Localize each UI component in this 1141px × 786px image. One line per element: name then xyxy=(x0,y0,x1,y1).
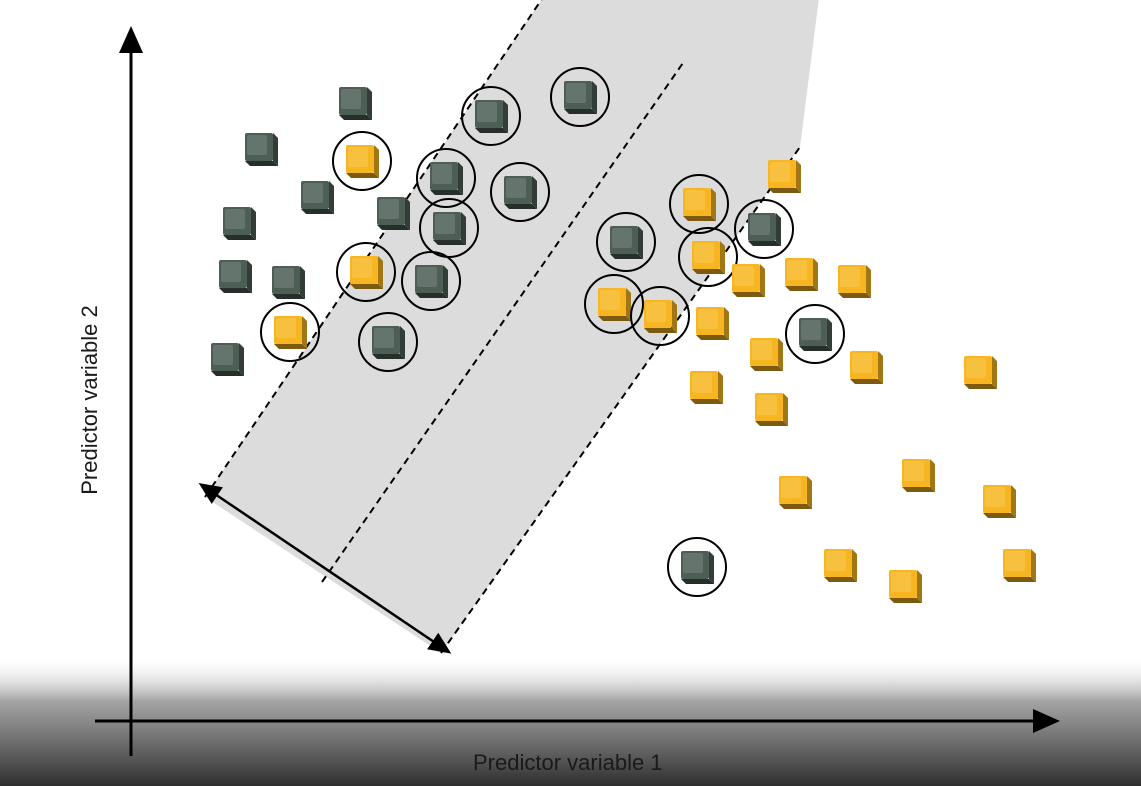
yellow-cube-icon xyxy=(692,241,725,274)
yellow-cube-icon xyxy=(683,188,716,221)
support-vector-circle xyxy=(332,131,392,191)
dark-green-cube-icon xyxy=(223,207,256,240)
dark-green-cube-icon xyxy=(430,162,463,195)
support-vector-circle xyxy=(490,162,550,222)
support-vector-circle xyxy=(596,212,656,272)
dark-green-cube-icon xyxy=(301,181,334,214)
support-vector-circle xyxy=(734,199,794,259)
support-vector-circle xyxy=(785,304,845,364)
support-vector-circle xyxy=(584,274,644,334)
dark-green-cube-icon xyxy=(681,551,714,584)
y-axis-label: Predictor variable 2 xyxy=(77,305,102,495)
yellow-cube-icon xyxy=(902,459,935,492)
support-vector-circle xyxy=(416,148,476,208)
yellow-cube-icon xyxy=(824,549,857,582)
yellow-cube-icon xyxy=(983,485,1016,518)
support-vector-circle xyxy=(260,302,320,362)
dark-green-cube-icon xyxy=(245,133,278,166)
support-vector-circle xyxy=(550,67,610,127)
yellow-cube-icon xyxy=(346,145,379,178)
yellow-cube-icon xyxy=(274,316,307,349)
dark-green-cube-icon xyxy=(475,100,508,133)
support-vector-circle xyxy=(678,227,738,287)
dark-green-cube-icon xyxy=(415,265,448,298)
support-vector-circle xyxy=(358,312,418,372)
support-vector-circle xyxy=(630,286,690,346)
yellow-cube-icon xyxy=(1003,549,1036,582)
dark-green-cube-icon xyxy=(610,226,643,259)
yellow-cube-icon xyxy=(690,371,723,404)
yellow-cube-icon xyxy=(750,338,783,371)
yellow-cube-icon xyxy=(785,258,818,291)
margin-width-arrow xyxy=(198,483,452,654)
margin-boundary-right xyxy=(440,146,801,654)
yellow-cube-icon xyxy=(598,288,631,321)
support-vector-circle xyxy=(461,86,521,146)
dark-green-cube-icon xyxy=(211,343,244,376)
decision-boundary xyxy=(321,62,684,583)
yellow-cube-icon xyxy=(964,356,997,389)
axes xyxy=(95,26,1060,756)
yellow-cube-icon xyxy=(732,264,765,297)
yellow-cube-icon xyxy=(838,265,871,298)
dark-green-cube-icon xyxy=(433,212,466,245)
dark-green-cube-icon xyxy=(799,318,832,351)
yellow-cube-icon xyxy=(350,256,383,289)
margin-boundary-left xyxy=(204,0,543,498)
yellow-cube-icon xyxy=(696,307,729,340)
data-points-layer xyxy=(211,67,1036,603)
yellow-cube-icon xyxy=(850,351,883,384)
dark-green-cube-icon xyxy=(564,81,597,114)
dark-green-cube-icon xyxy=(377,197,410,230)
support-vector-circle xyxy=(667,537,727,597)
yellow-cube-icon xyxy=(768,160,801,193)
dark-green-cube-icon xyxy=(272,266,305,299)
support-vector-circle xyxy=(336,242,396,302)
yellow-cube-icon xyxy=(889,570,922,603)
dark-green-cube-icon xyxy=(372,326,405,359)
yellow-cube-icon xyxy=(755,393,788,426)
dark-green-cube-icon xyxy=(504,176,537,209)
support-vector-circle xyxy=(669,174,729,234)
support-vector-circle xyxy=(401,251,461,311)
yellow-cube-icon xyxy=(644,300,677,333)
yellow-cube-icon xyxy=(779,476,812,509)
dark-green-cube-icon xyxy=(748,213,781,246)
x-axis-label: Predictor variable 1 xyxy=(473,750,663,775)
dark-green-cube-icon xyxy=(219,260,252,293)
dark-green-cube-icon xyxy=(339,87,372,120)
margin-width-arrow-layer xyxy=(198,483,452,654)
